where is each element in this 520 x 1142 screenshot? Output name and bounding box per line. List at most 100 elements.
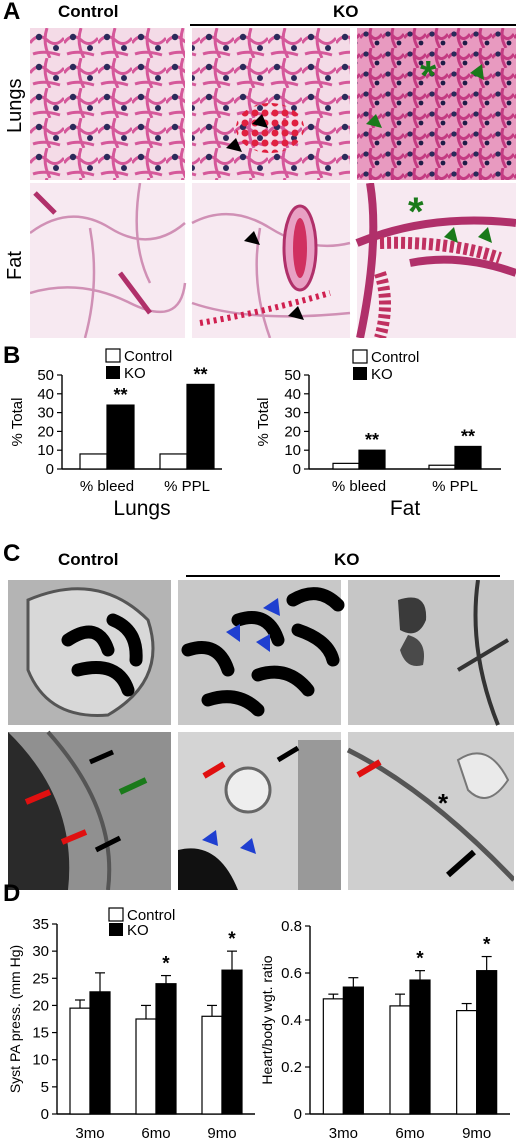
panel-d-legend: Control KO [108, 907, 175, 939]
y-tick-label: 15 [32, 1025, 49, 1042]
category-label: 6mo [395, 1125, 424, 1142]
y-tick-label: 50 [37, 367, 54, 384]
significance-label: * [416, 949, 424, 970]
green-asterisk-icon: * [408, 190, 424, 234]
y-tick-label: 40 [284, 386, 301, 403]
arrowhead-black-icon [288, 306, 304, 320]
y-tick-label: 20 [32, 997, 49, 1014]
y-axis-label: Syst PA press. (mm Hg) [7, 945, 23, 1093]
ko-bar [358, 449, 386, 470]
em-asterisk-icon: * [438, 788, 449, 818]
y-tick-label: 0 [41, 1106, 49, 1123]
arrowhead-blue-icon [226, 624, 240, 642]
y-tick-label: 20 [37, 423, 54, 440]
control-bar [201, 1015, 223, 1115]
y-tick-label: 5 [41, 1079, 49, 1096]
category-label: 9mo [462, 1125, 491, 1142]
category-label: % bleed [80, 478, 134, 495]
control-bar [69, 1007, 91, 1115]
legend-control-label: Control [127, 907, 175, 924]
arrow-black-icon [94, 835, 122, 853]
ko-bar [89, 991, 111, 1115]
ko-bar [454, 445, 482, 470]
panel-a-ko-divider [190, 24, 516, 26]
y-tick-label: 10 [37, 442, 54, 459]
panel-c-ko-header: KO [334, 550, 360, 569]
arrow-red-icon [202, 761, 226, 779]
lung-ko-image-2 [357, 28, 516, 180]
significance-label: ** [193, 364, 207, 384]
ko-bar [409, 979, 431, 1115]
significance-label: ** [365, 430, 379, 450]
panel-c-em-images: * [8, 580, 514, 890]
heart-body-bar-chart: 0 0.2 0.4 0.6 0.8 3mo * 6mo * 9mo Heart/body wgt. … [259, 918, 510, 1142]
panel-c-control-header: Control [58, 550, 119, 569]
panel-c-ko-divider [186, 575, 500, 577]
arrowhead-green-icon [478, 227, 492, 243]
y-tick-label: 40 [37, 386, 54, 403]
panel-d-charts: Control KO 0 5 10 15 20 25 30 35 3mo * 6mo * 9mo Syst… [7, 907, 510, 1142]
arrow-black-icon [276, 745, 300, 763]
significance-label: ** [113, 385, 127, 405]
y-tick-label: 0.4 [281, 1012, 302, 1029]
control-bar [456, 1009, 478, 1115]
significance-label: * [228, 929, 236, 950]
green-asterisk-icon: * [420, 52, 437, 99]
arrowhead-blue-icon [240, 838, 256, 854]
category-label: 6mo [141, 1125, 170, 1142]
y-tick-label: 0.6 [281, 965, 302, 982]
panel-d-letter: D [3, 880, 21, 907]
y-axis-label: Heart/body wgt. ratio [259, 955, 275, 1084]
ko-bar [186, 383, 215, 470]
panel-b-letter: B [3, 342, 21, 369]
category-label: % PPL [164, 478, 210, 495]
arrowhead-green-icon [366, 114, 382, 128]
y-axis-label: % Total [9, 398, 26, 447]
category-label: % bleed [332, 478, 386, 495]
control-bar [389, 1005, 411, 1115]
y-tick-label: 10 [284, 442, 301, 459]
x-axis-label: Fat [390, 497, 421, 520]
legend-ko-swatch [353, 367, 367, 380]
arrowhead-blue-icon [263, 598, 280, 616]
arrow-black-icon [446, 849, 476, 878]
category-label: 3mo [329, 1125, 358, 1142]
legend-control-label: Control [124, 348, 172, 365]
arrow-red-icon [60, 829, 88, 845]
control-bar [332, 462, 360, 470]
panel-c-letter: C [3, 540, 21, 567]
fat-ko-image-1 [192, 183, 350, 338]
ko-bar [221, 969, 243, 1115]
arrow-red-icon [24, 789, 52, 805]
control-bar [428, 464, 456, 470]
control-bar [159, 453, 188, 470]
legend-control-swatch [352, 349, 368, 364]
significance-label: ** [461, 426, 475, 446]
ko-bar [155, 983, 177, 1115]
panel-b-right-legend: Control KO [352, 349, 419, 383]
y-tick-label: 0 [293, 461, 301, 478]
y-tick-label: 0.8 [281, 918, 302, 935]
legend-ko-swatch [109, 923, 123, 936]
ko-bar [342, 986, 364, 1115]
arrowhead-black-icon [226, 138, 242, 152]
panel-a-lung-images: * [30, 28, 516, 180]
legend-ko-swatch [106, 366, 120, 379]
y-tick-label: 35 [32, 916, 49, 933]
panel-a-letter: A [3, 0, 21, 25]
legend-ko-label: KO [371, 366, 393, 383]
y-tick-label: 30 [284, 405, 301, 422]
control-bar [322, 998, 344, 1115]
arrow-green-icon [118, 777, 148, 795]
ko-bar [106, 404, 135, 470]
panel-b-left-legend: Control KO [105, 348, 172, 382]
arrowhead-green-icon [444, 227, 458, 243]
y-tick-label: 10 [32, 1052, 49, 1069]
significance-label: * [483, 935, 491, 956]
panel-a-control-header: Control [58, 2, 119, 21]
pa-pressure-bar-chart: 0 5 10 15 20 25 30 35 3mo * 6mo * 9mo Syst PA press. … [7, 916, 255, 1142]
category-label: 3mo [75, 1125, 104, 1142]
y-tick-label: 0 [46, 461, 54, 478]
y-tick-label: 20 [284, 423, 301, 440]
